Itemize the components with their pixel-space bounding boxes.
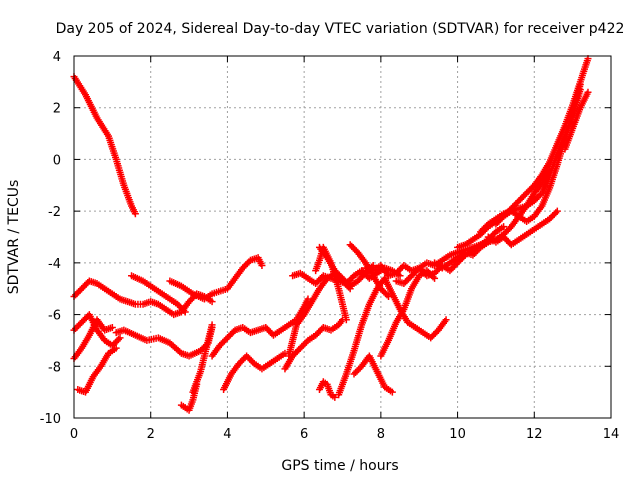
data-series-24 — [392, 223, 508, 288]
data-series-13 — [281, 316, 346, 373]
data-series-19 — [335, 274, 450, 399]
data-point — [258, 261, 266, 269]
x-axis-title: GPS time / hours — [281, 458, 398, 474]
data-point — [553, 207, 561, 215]
data-point — [108, 324, 116, 331]
data-series-3 — [70, 316, 116, 363]
data-series-11 — [208, 295, 312, 360]
data-series-4 — [70, 311, 124, 350]
data-series-10 — [189, 321, 216, 396]
data-series-28 — [484, 207, 561, 249]
data-series-30 — [561, 88, 592, 153]
data-point — [576, 80, 584, 88]
data-series-23 — [377, 267, 439, 360]
y-tick-label: -2 — [48, 205, 61, 220]
data-series-2 — [70, 277, 216, 319]
data-point — [208, 298, 216, 306]
data-series-8 — [166, 254, 266, 303]
data-markers — [70, 55, 592, 414]
data-series-21 — [346, 241, 393, 300]
data-point — [180, 306, 188, 314]
y-tick-label: 4 — [53, 50, 61, 65]
x-tick-label: 14 — [603, 427, 620, 442]
chart-title: Day 205 of 2024, Sidereal Day-to-day VTE… — [56, 21, 625, 37]
x-tick-labels: 0 2 4 6 8 10 12 14 — [70, 427, 619, 442]
data-point — [342, 316, 350, 324]
data-point — [331, 393, 339, 401]
data-point — [388, 388, 396, 396]
data-series-29 — [492, 80, 584, 228]
data-point — [116, 334, 124, 342]
data-point — [181, 308, 189, 316]
y-tick-labels: 4 2 0 -2 -4 -6 -8 -10 — [40, 50, 61, 427]
data-point — [383, 291, 391, 299]
data-point — [208, 321, 216, 329]
y-tick-label: 2 — [53, 102, 61, 117]
x-tick-label: 8 — [377, 427, 385, 442]
data-series-6 — [112, 324, 216, 360]
y-tick-label: -8 — [48, 360, 61, 375]
y-tick-label: -4 — [48, 257, 61, 272]
plot-frame — [73, 55, 612, 419]
y-axis-title: SDTVAR / TECUs — [6, 180, 22, 295]
data-series-5 — [74, 344, 120, 396]
y-tick-label: -10 — [40, 412, 61, 427]
x-tick-label: 10 — [449, 427, 466, 442]
y-tick-label: -6 — [48, 309, 61, 324]
data-point — [396, 272, 404, 280]
data-series-12 — [220, 349, 289, 394]
data-point — [131, 210, 139, 218]
x-tick-label: 6 — [300, 427, 308, 442]
data-point — [536, 191, 544, 199]
x-tick-label: 0 — [70, 427, 78, 442]
x-tick-label: 4 — [223, 427, 231, 442]
data-point — [500, 223, 508, 231]
data-point — [584, 88, 592, 96]
data-point — [552, 209, 560, 217]
data-series-20 — [350, 352, 396, 396]
grid — [74, 56, 611, 418]
data-point — [385, 292, 393, 300]
data-series-1 — [70, 73, 139, 218]
data-point — [112, 344, 120, 352]
ticks — [73, 55, 612, 419]
data-point — [442, 316, 450, 324]
y-tick-label: 0 — [53, 153, 61, 168]
data-series-18 — [315, 378, 339, 401]
data-series-7 — [128, 272, 189, 316]
x-tick-label: 12 — [526, 427, 543, 442]
data-series-27 — [477, 86, 584, 236]
data-point — [114, 335, 122, 343]
x-tick-label: 2 — [147, 427, 155, 442]
